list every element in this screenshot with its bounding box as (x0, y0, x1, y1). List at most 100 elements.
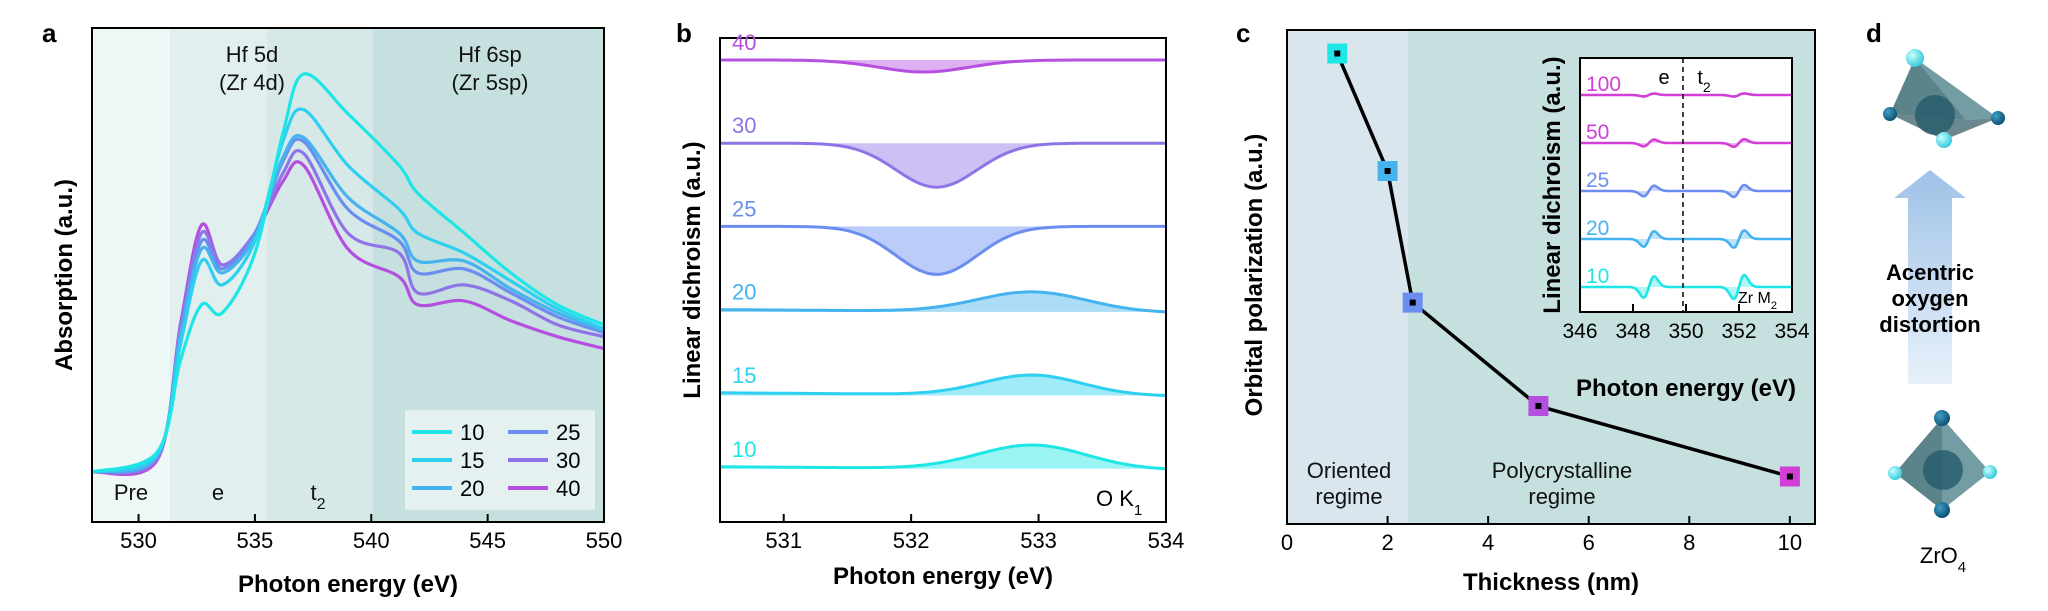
inset-line-50 (1579, 137, 1792, 149)
polarization-marker-center (1409, 299, 1416, 306)
dichroism-label-25: 25 (732, 196, 756, 221)
x-axis-a: 530 535 540 545 550 (120, 514, 622, 553)
edge-annotation-b: O K1 (1096, 486, 1142, 519)
region-pre-bg (92, 28, 170, 522)
absorption-lines (92, 72, 604, 477)
x-axis-a-tick-label: 535 (237, 528, 274, 553)
inset-line-100 (1579, 92, 1792, 98)
dichroism-line-10 (720, 443, 1166, 471)
dichroism-label-20: 20 (732, 280, 756, 305)
polarization-marker-center (1384, 168, 1391, 174)
legend-label-10: 10 (460, 420, 484, 445)
panel-a: a 530 535 540 545 550 Photon energy (eV) Abs… (42, 18, 622, 598)
x-axis-c: 0 2 4 6 8 10 (1281, 516, 1802, 555)
x-axis-b-tick-label: 532 (893, 528, 930, 553)
region-header-hf5d: Hf 5d (226, 42, 279, 67)
dichroism-fill-10 (720, 445, 1166, 469)
inset-series-label-25: 25 (1586, 169, 1609, 192)
dichroism-label-30: 30 (732, 113, 756, 138)
dichroism-label-10: 10 (732, 437, 756, 462)
y-label-b: Linear dichroism (a.u.) (679, 141, 706, 398)
x-axis-a-tick-label: 550 (586, 528, 623, 553)
dichroism-fill-15 (720, 375, 1166, 396)
region-header-zr4d: (Zr 4d) (219, 70, 285, 95)
dichroism-line-25 (720, 224, 1166, 276)
orbital-polarization-series (1327, 43, 1800, 487)
o-atom (1936, 132, 1952, 148)
polarization-marker-center (1535, 403, 1542, 409)
inset-line-10 (1580, 273, 1792, 301)
dichroism-label-40: 40 (732, 30, 756, 55)
o-atom (1934, 410, 1950, 426)
inset-series-label-20: 20 (1586, 217, 1609, 240)
inset-fill-20 (1580, 230, 1792, 248)
x-axis-a-tick-label: 540 (353, 528, 390, 553)
o-atom (1934, 502, 1950, 518)
inset-series-label-50: 50 (1586, 121, 1609, 144)
dichroism-label-15: 15 (732, 363, 756, 388)
inset-x-axis: 346 348 350 352 354 (1562, 304, 1810, 343)
o-atom (1906, 49, 1924, 67)
inset-series-label-10: 10 (1586, 265, 1609, 288)
x-axis-b-tick-label: 531 (765, 528, 802, 553)
dichroism-fill-40 (720, 60, 1166, 72)
arrow-text-line3: distortion (1879, 312, 1980, 337)
o-atom (1883, 107, 1897, 121)
plot-frame-a (91, 27, 605, 523)
legend-label-15: 15 (460, 448, 484, 473)
x-axis-a-tick-label: 530 (120, 528, 157, 553)
arrow-icon (1894, 170, 1966, 384)
dichroism-line-30 (720, 141, 1166, 189)
absorption-series-10 (92, 72, 604, 474)
x-label-a: Photon energy (eV) (238, 571, 458, 598)
inset-series-label-100: 100 (1586, 73, 1621, 96)
polarization-marker-center (1334, 50, 1341, 57)
arrow-text-line2: oxygen (1891, 286, 1968, 311)
y-label-a: Absorption (a.u.) (51, 179, 78, 371)
inset-line-20 (1580, 229, 1792, 249)
dichroism-fill-25 (720, 226, 1166, 275)
x-axis-a-tick-label: 545 (469, 528, 506, 553)
region-label-pre: Pre (114, 480, 148, 505)
region-label-e: e (212, 480, 224, 505)
x-axis-b-tick-label: 533 (1020, 528, 1057, 553)
panel-d: d Acentric oxygen distortion ZrO4 (1866, 18, 2005, 576)
inset-y-label: Linear dichroism (a.u.) (1539, 56, 1566, 313)
inset-line-25 (1580, 183, 1792, 199)
inset-x-axis-tick-label: 354 (1774, 320, 1809, 343)
inset: 100 50 25 20 10 e t2 Zr M2 346 348 350 352 354 P… (1539, 56, 1810, 402)
panel-b: b 531 532 533 534 Photon energy (eV) Linear… (676, 18, 1184, 590)
absorption-series-20 (92, 134, 604, 474)
zr-atom (1923, 450, 1963, 490)
inset-x-label: Photon energy (eV) (1576, 375, 1796, 402)
region-header-hf6sp: Hf 6sp (458, 42, 522, 67)
zr-atom (1915, 95, 1955, 135)
inset-x-axis-tick-label: 346 (1562, 320, 1597, 343)
dichroism-line-40 (720, 58, 1166, 74)
plot-frame-b (719, 37, 1167, 523)
inset-curves: 100 50 25 20 10 (1579, 73, 1792, 301)
panel-c: c 0 2 4 6 8 10 Thickness (nm) Orbital polariz… (1236, 18, 1816, 596)
x-label-c: Thickness (nm) (1463, 569, 1639, 596)
o-atom (1888, 466, 1902, 480)
inset-label-t2: t2 (1697, 67, 1711, 95)
distorted-tetrahedron (1883, 49, 2005, 148)
absorption-series-15 (92, 107, 604, 474)
x-label-b: Photon energy (eV) (833, 563, 1053, 590)
inset-x-axis-tick-label: 348 (1615, 320, 1650, 343)
legend-label-25: 25 (556, 420, 580, 445)
regime-left-line1: Oriented (1307, 458, 1391, 483)
plot-frame-c (1286, 29, 1816, 525)
panel-label-b: b (676, 18, 692, 48)
dichroism-curves (720, 58, 1166, 471)
regime-left-line2: regime (1315, 484, 1382, 509)
regime-right-line1: Polycrystalline (1492, 458, 1633, 483)
inset-fill-50 (1580, 139, 1792, 147)
dichroism-fill-30 (720, 143, 1166, 188)
inset-x-axis-tick-label: 350 (1668, 320, 1703, 343)
o-atom (1983, 465, 1997, 479)
inset-bg (1580, 58, 1792, 312)
y-label-c: Orbital polarization (a.u.) (1241, 134, 1268, 417)
dichroism-line-15 (720, 373, 1166, 397)
